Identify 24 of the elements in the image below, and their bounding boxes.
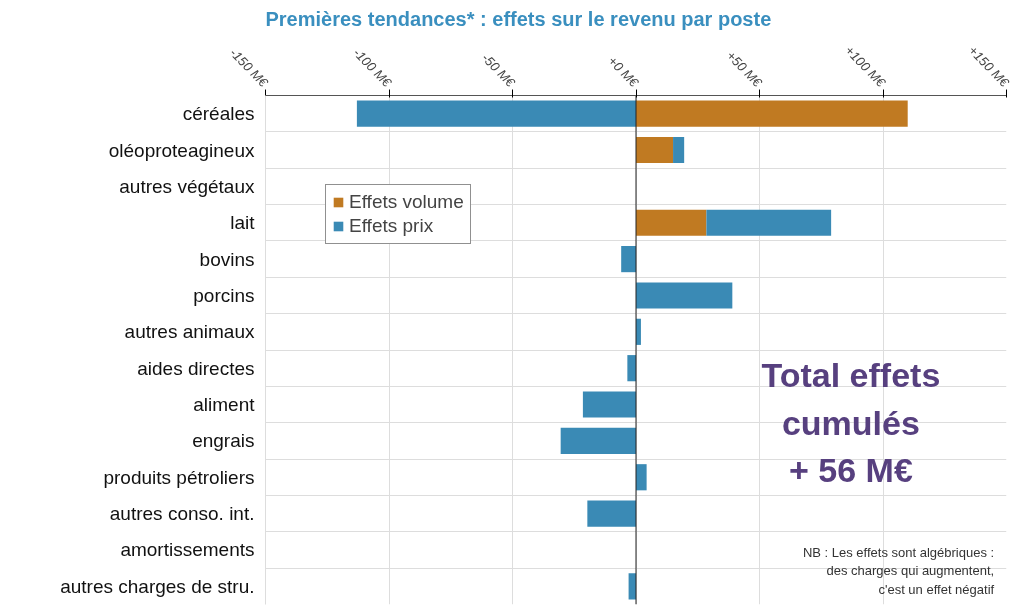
x-tick-label: -100 M€ xyxy=(350,45,395,91)
x-tick-label: -150 M€ xyxy=(226,45,272,91)
chart-title: Premières tendances* : effets sur le revenu par poste xyxy=(265,7,772,30)
y-tick-label: aliment xyxy=(193,394,256,416)
y-tick-label: oléoproteagineux xyxy=(108,139,255,161)
y-tick-label: porcins xyxy=(193,284,255,306)
y-tick-label: autres végétaux xyxy=(119,175,255,197)
y-tick-label: céréales xyxy=(182,103,255,125)
y-tick-label: autres animaux xyxy=(124,321,255,343)
y-tick-label: produits pétroliers xyxy=(103,466,255,488)
y-tick-label: autres charges de stru. xyxy=(60,575,255,597)
legend-label: Effets prix xyxy=(349,215,434,237)
legend-label: Effets volume xyxy=(349,191,464,213)
x-tick-label: +50 M€ xyxy=(723,47,766,91)
y-tick-label: engrais xyxy=(192,430,255,452)
y-tick-label: autres conso. int. xyxy=(109,503,255,525)
y-tick-label: aides directes xyxy=(137,357,255,379)
y-tick-label: lait xyxy=(230,212,256,234)
annotation: Total effets cumulés + 56 M€ xyxy=(761,356,941,490)
annotation: NB : Les effets sont algébriques : des charges qui augmentent, c'est un effet négatif xyxy=(802,544,995,598)
y-tick-label: amortissements xyxy=(120,539,255,561)
x-tick-label: +0 M€ xyxy=(605,53,642,91)
x-tick-label: -50 M€ xyxy=(478,50,519,91)
y-tick-label: bovins xyxy=(199,248,255,270)
